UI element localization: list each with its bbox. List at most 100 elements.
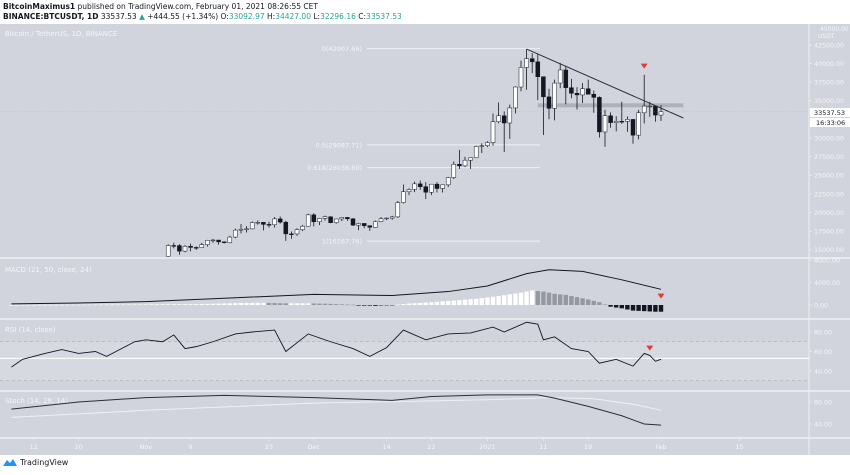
- candle: [294, 229, 300, 235]
- price-axis-label: 40000.00: [814, 61, 844, 68]
- macd-title: MACD (21, 50, close, 24): [5, 266, 92, 274]
- candle: [473, 146, 479, 159]
- candle: [485, 142, 490, 146]
- macd-histogram-bar: [233, 303, 238, 305]
- macd-histogram-bar: [76, 304, 81, 306]
- candle: [496, 115, 501, 122]
- macd-histogram-bar: [468, 299, 473, 305]
- candle: [238, 228, 244, 231]
- macd-histogram-bar: [334, 304, 339, 305]
- publish-info: BitcoinMaximus1 published on TradingView…: [3, 2, 318, 11]
- macd-histogram-bar: [552, 293, 557, 305]
- candle: [546, 96, 552, 109]
- macd-histogram-bar: [143, 304, 148, 305]
- macd-histogram-bar: [121, 304, 126, 306]
- candle: [171, 245, 177, 247]
- candle: [535, 61, 541, 77]
- candle: [457, 164, 462, 167]
- macd-histogram-bar: [653, 305, 658, 312]
- price-axis-unit: USDT: [818, 33, 835, 40]
- symbol: BINANCE:BTCUSDT, 1D: [3, 12, 99, 21]
- time-axis-label: 11: [539, 443, 547, 451]
- candle: [524, 58, 529, 68]
- time-axis-label: 20: [74, 443, 82, 451]
- macd-histogram-bar: [339, 304, 344, 305]
- candle: [221, 241, 227, 243]
- candle: [597, 97, 602, 133]
- candle: [468, 157, 473, 161]
- candle: [507, 107, 513, 124]
- macd-histogram-bar: [93, 304, 98, 306]
- macd-histogram-bar: [647, 305, 652, 312]
- macd-histogram-bar: [138, 304, 143, 306]
- candle: [188, 246, 193, 248]
- macd-histogram-bar: [154, 304, 160, 305]
- time-axis[interactable]: 12 20 Nov 9 23 Dec 14 22 2021 11 19 Feb 15: [30, 438, 744, 451]
- macd-histogram-bar: [37, 304, 42, 306]
- macd-histogram-bar: [177, 304, 182, 305]
- stoch-axis-label: 40.00: [814, 421, 832, 428]
- tradingview-logo[interactable]: TradingView: [3, 458, 68, 467]
- time-axis-label: 15: [735, 443, 743, 451]
- time-axis-label: 2021: [479, 443, 496, 451]
- candle: [591, 93, 597, 98]
- macd-histogram-bar: [188, 304, 193, 305]
- macd-histogram-bar: [490, 296, 496, 305]
- candle: [557, 69, 563, 84]
- candle: [339, 217, 345, 220]
- candle: [563, 69, 569, 88]
- candle: [395, 202, 401, 218]
- candle: [647, 105, 653, 108]
- macd-histogram-bar: [580, 298, 585, 305]
- low-label: L:: [313, 12, 321, 21]
- stoch-pane: [11, 394, 662, 426]
- macd-histogram-bar: [474, 298, 479, 305]
- macd-histogram-bar: [115, 304, 120, 306]
- fib-label: 0.5(29087.71): [316, 141, 362, 149]
- macd-histogram-bar: [362, 305, 367, 306]
- candle: [630, 119, 636, 136]
- macd-histogram-bar: [26, 304, 31, 306]
- macd-histogram-bar: [48, 304, 53, 306]
- macd-histogram-bar: [65, 304, 70, 306]
- author-name[interactable]: BitcoinMaximus1: [3, 2, 76, 11]
- price-axis-label: 37500.00: [814, 80, 844, 87]
- main-pane: 0(42007.66) 0.5(29087.71) 0.618(26038.60) 1…: [0, 45, 809, 257]
- candle: [205, 240, 210, 245]
- rsi-axis-label: 80.00: [814, 329, 832, 336]
- macd-histogram-bar: [250, 302, 255, 305]
- chart-background: [0, 24, 850, 455]
- macd-histogram-bar: [496, 296, 501, 305]
- price-axis[interactable]: 45000.00 USDT 42500.00 40000.00 37500.00 35…: [809, 26, 849, 428]
- candle: [412, 183, 417, 190]
- macd-histogram-bar: [418, 302, 423, 305]
- macd-histogram-bar: [412, 303, 417, 305]
- macd-histogram-bar: [9, 305, 14, 306]
- macd-histogram-bar: [602, 304, 608, 306]
- candle: [255, 222, 261, 224]
- candle: [266, 224, 272, 226]
- macd-histogram-bar: [423, 302, 428, 305]
- macd-histogram-bar: [558, 294, 563, 305]
- macd-histogram-bar: [518, 292, 524, 305]
- macd-histogram-bar: [563, 294, 568, 305]
- candle: [289, 233, 294, 235]
- rsi-title: RSI (14, close): [5, 326, 56, 334]
- current-price-label: 33537.53: [814, 109, 845, 117]
- candle: [165, 245, 171, 257]
- macd-histogram-bar: [546, 292, 552, 305]
- candle: [529, 58, 535, 63]
- candle: [328, 216, 333, 223]
- candle: [429, 183, 434, 193]
- macd-histogram-bar: [446, 300, 451, 305]
- candle: [574, 93, 580, 96]
- candle: [389, 216, 395, 219]
- low-value: 32296.16: [320, 12, 356, 21]
- time-axis-label: 9: [189, 443, 193, 451]
- candle: [361, 223, 367, 226]
- macd-histogram-bar: [14, 304, 20, 306]
- macd-histogram-bar: [70, 304, 76, 306]
- macd-histogram-bar: [642, 305, 647, 312]
- macd-histogram-bar: [384, 305, 389, 306]
- price-chart[interactable]: Bitcoin / TetherUS, 1D, BINANCE MACD (21…: [0, 24, 850, 455]
